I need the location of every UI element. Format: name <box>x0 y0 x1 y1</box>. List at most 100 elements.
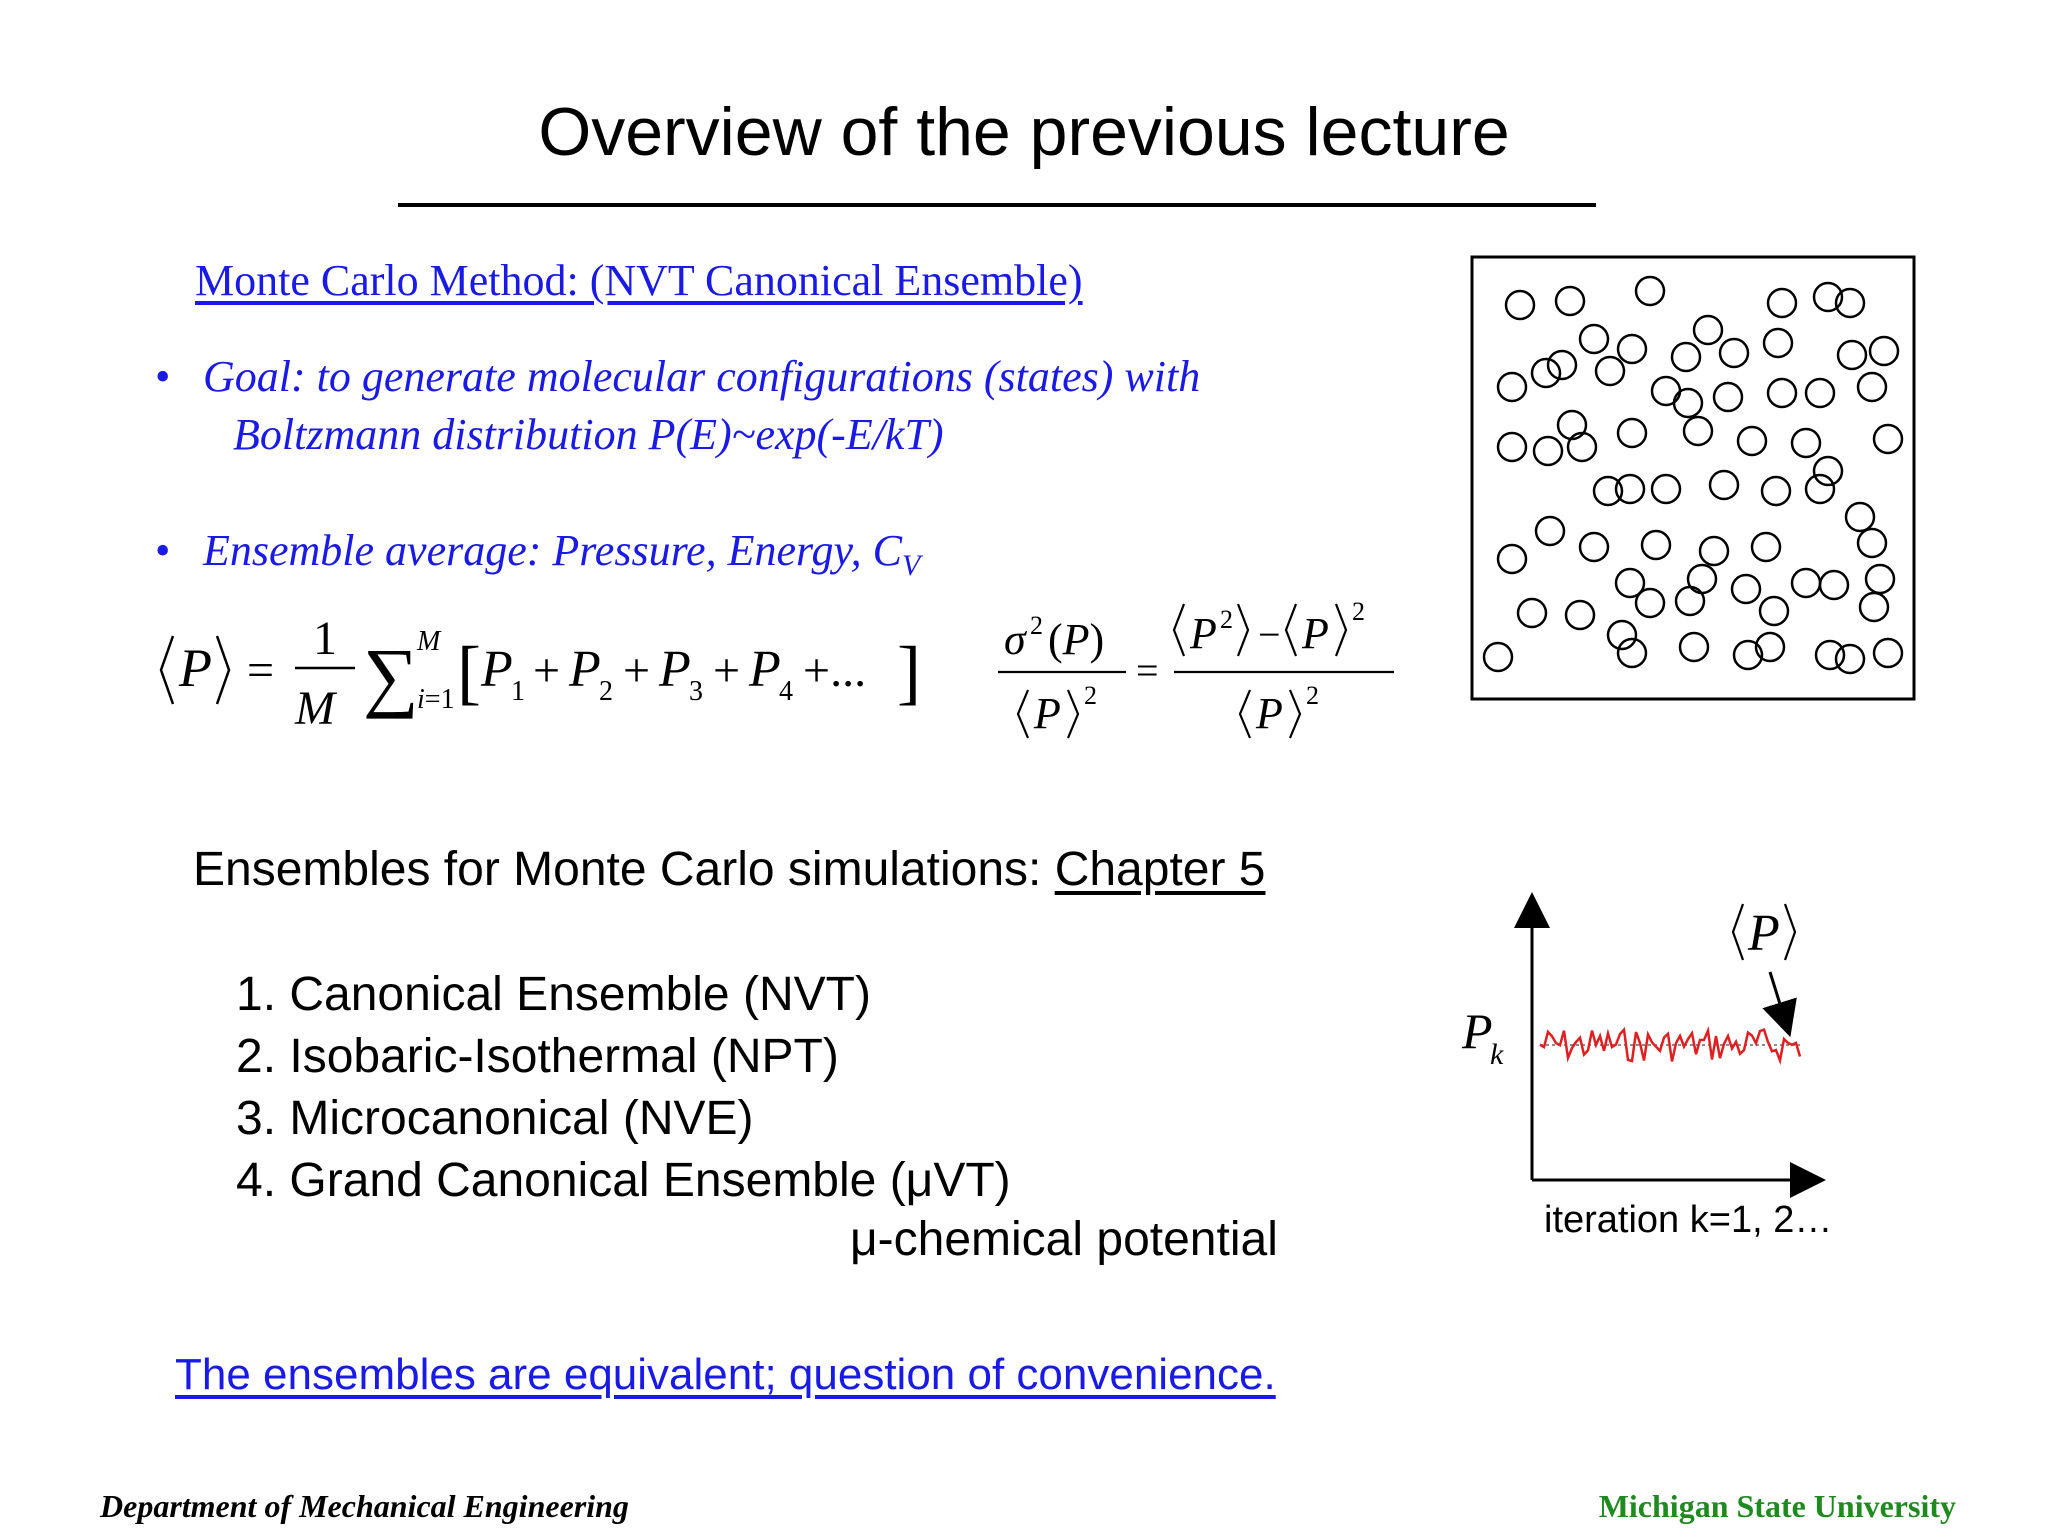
svg-text:2: 2 <box>1220 605 1233 634</box>
svg-text:σ: σ <box>1004 615 1028 664</box>
particle-circle <box>1872 637 1904 669</box>
particle-circle <box>1594 355 1626 387</box>
svg-text:P: P <box>658 641 691 698</box>
particle-circle <box>1766 377 1798 409</box>
particle-circle <box>1678 631 1710 663</box>
particle-circle <box>1834 287 1866 319</box>
svg-text:P: P <box>568 641 601 698</box>
particle-circle <box>1718 337 1750 369</box>
monte-carlo-heading: Monte Carlo Method: (NVT Canonical Ensem… <box>195 256 1083 305</box>
particle-circle <box>1836 339 1868 371</box>
svg-text:+: + <box>713 644 740 697</box>
particle-circle <box>1692 314 1724 346</box>
pressure-trace <box>1539 1026 1802 1066</box>
svg-text:M: M <box>294 682 338 735</box>
particle-circle <box>1534 515 1566 547</box>
particle-circle <box>1578 323 1610 355</box>
chemical-potential-note: μ-chemical potential <box>850 1213 1278 1266</box>
particle-circle <box>1834 643 1866 675</box>
svg-text:1: 1 <box>511 676 525 707</box>
ensemble-average-text: Ensemble average: Pressure, Energy, C <box>203 526 902 575</box>
svg-text:[: [ <box>457 632 481 712</box>
bullet-dot: • <box>155 352 171 401</box>
particle-circle <box>1564 599 1596 631</box>
particle-circle <box>1712 381 1744 413</box>
particle-circle <box>1532 435 1564 467</box>
equivalence-note: The ensembles are equivalent; question o… <box>175 1350 1276 1399</box>
svg-text:1: 1 <box>313 612 337 665</box>
ensemble-average-bullet: • Ensemble average: Pressure, Energy, CV <box>155 522 920 595</box>
particle-circle <box>1760 475 1792 507</box>
particle-circle <box>1872 423 1904 455</box>
title-divider <box>398 203 1596 207</box>
svg-text:∑: ∑ <box>363 632 419 719</box>
particle-circle <box>1616 417 1648 449</box>
particle-circle <box>1614 567 1646 599</box>
particle-circle <box>1730 573 1762 605</box>
svg-text:2: 2 <box>1306 681 1319 710</box>
particle-circle <box>1682 415 1714 447</box>
pressure-iteration-plot: P k P iteration k=1, 2… <box>1461 892 1832 1240</box>
particle-circle <box>1496 371 1528 403</box>
goal-bullet: • Goal: to generate molecular configurati… <box>155 348 1405 464</box>
average-bracket-left <box>1731 903 1745 961</box>
svg-text:P: P <box>178 638 212 698</box>
particle-circle <box>1496 543 1528 575</box>
ensembles-heading: Ensembles for Monte Carlo simulations: C… <box>193 842 1265 897</box>
svg-text:2: 2 <box>1084 681 1097 710</box>
average-label: P <box>1747 905 1780 962</box>
svg-text:3: 3 <box>689 676 703 707</box>
svg-text:2: 2 <box>599 676 613 707</box>
particle-circle <box>1790 427 1822 459</box>
svg-text:P: P <box>1255 689 1283 738</box>
list-item: 2. Isobaric-Isothermal (NPT) <box>236 1030 839 1083</box>
svg-text:2: 2 <box>1352 597 1365 626</box>
particle-circle <box>1554 285 1586 317</box>
svg-text:4: 4 <box>779 676 793 707</box>
variance-formula: σ 2 (P) P 2 = P 2 − P 2 P 2 <box>998 597 1394 739</box>
particle-circle <box>1556 409 1588 441</box>
footer-department: Department of Mechanical Engineering <box>100 1488 629 1524</box>
svg-text:+: + <box>623 644 650 697</box>
particle-circle <box>1804 377 1836 409</box>
list-item: 1. Canonical Ensemble (NVT) <box>236 968 871 1021</box>
particle-circle <box>1634 275 1666 307</box>
svg-text:=: = <box>1136 648 1159 693</box>
svg-text:2: 2 <box>1030 611 1043 640</box>
chapter-link: Chapter 5 <box>1054 843 1266 896</box>
particle-circle <box>1614 473 1646 505</box>
particle-box-illustration <box>1470 255 1916 701</box>
list-item: 4. Grand Canonical Ensemble (μVT) <box>236 1154 1011 1207</box>
ensemble-average-formula: P = 1 M ∑ M i=1 [ P 1 + P 2 + P 3 + P 4 … <box>159 612 921 735</box>
particle-circle <box>1856 371 1888 403</box>
particle-circle <box>1750 531 1782 563</box>
ensembles-heading-text: Ensembles for Monte Carlo simulations: <box>193 843 1055 896</box>
particle-circle <box>1758 595 1790 627</box>
particle-circle <box>1698 535 1730 567</box>
svg-text:(P): (P) <box>1048 615 1104 664</box>
particle-circle <box>1482 641 1514 673</box>
y-axis-label-subscript: k <box>1490 1038 1504 1071</box>
particle-circle <box>1634 587 1666 619</box>
particle-circle <box>1762 327 1794 359</box>
particle-circle <box>1496 431 1528 463</box>
particle-circle <box>1766 287 1798 319</box>
svg-text:+: + <box>533 644 560 697</box>
list-item: 3. Microcanonical (NVE) <box>236 1092 754 1145</box>
x-axis-label: iteration k=1, 2… <box>1544 1199 1832 1240</box>
svg-text:−: − <box>1258 612 1281 657</box>
y-axis-label: P <box>1461 1003 1493 1059</box>
svg-text:M: M <box>416 626 442 657</box>
particle-circle <box>1578 531 1610 563</box>
svg-text:+...: +... <box>803 644 866 697</box>
particle-circle <box>1672 387 1704 419</box>
particle-circle <box>1856 527 1888 559</box>
particle-circle <box>1504 289 1536 321</box>
ensemble-list: 1. Canonical Ensemble (NVT) 2. Isobaric-… <box>236 964 1011 1212</box>
particle-circle <box>1708 469 1740 501</box>
particle-circle <box>1640 529 1672 561</box>
slide-title: Overview of the previous lecture <box>538 94 1510 170</box>
particle-circle <box>1844 501 1876 533</box>
svg-text:P: P <box>1301 609 1329 658</box>
particle-circle <box>1546 349 1578 381</box>
